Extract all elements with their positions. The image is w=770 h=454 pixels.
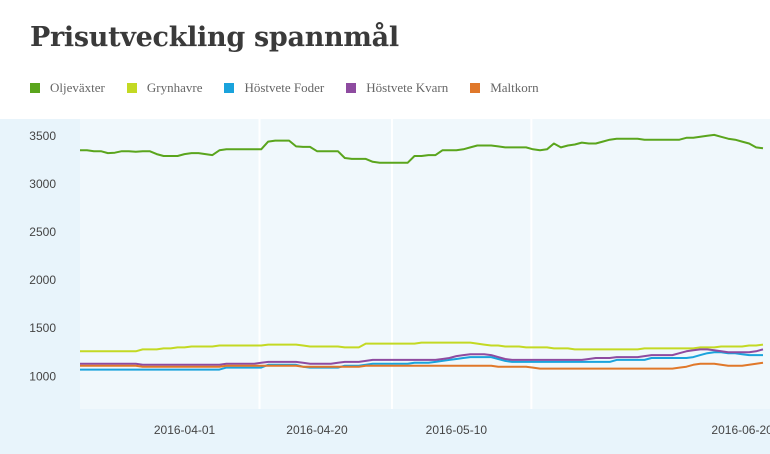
chart-title: Prisutveckling spannmål <box>30 22 399 53</box>
y-tick-label: 3000 <box>29 177 56 191</box>
y-axis-band <box>0 119 80 454</box>
y-tick-label: 1000 <box>29 369 56 383</box>
x-axis-ticks: 2016-04-01 2016-04-20 2016-05-10 2016-06-20 <box>154 423 770 437</box>
legend-label-grynhavre: Grynhavre <box>146 80 203 95</box>
legend-item-grynhavre[interactable]: Grynhavre <box>126 80 203 96</box>
legend-label-hostvete-kvarn: Höstvete Kvarn <box>366 80 449 95</box>
legend-item-hostvete-kvarn[interactable]: Höstvete Kvarn <box>346 80 448 96</box>
x-tick-label: 2016-04-01 <box>154 423 216 437</box>
legend-label-maltkorn: Maltkorn <box>490 80 539 95</box>
y-tick-label: 3500 <box>29 129 56 143</box>
legend-swatch-grynhavre <box>126 83 137 93</box>
y-tick-label: 2500 <box>29 225 56 239</box>
legend-item-hostvete-foder[interactable]: Höstvete Foder <box>224 80 324 96</box>
legend-swatch-hostvete-foder <box>224 83 235 93</box>
x-tick-label: 2016-06-20 <box>711 423 770 437</box>
y-axis-ticks: 1000 1500 2000 2500 3000 3500 <box>29 129 56 383</box>
legend-item-oljevaxter[interactable]: Oljeväxter <box>30 80 105 96</box>
x-tick-label: 2016-05-10 <box>426 423 488 437</box>
legend-swatch-oljevaxter <box>30 83 40 93</box>
legend-label-oljevaxter: Oljeväxter <box>50 80 105 95</box>
y-tick-label: 2000 <box>29 273 56 287</box>
series-line-2[interactable] <box>80 341 764 353</box>
chart-legend: Oljeväxter Grynhavre Höstvete Foder Höst… <box>30 80 561 96</box>
series-line-4[interactable] <box>80 348 764 366</box>
x-axis-band <box>80 409 770 454</box>
series-lines <box>80 133 764 371</box>
series-line-5[interactable] <box>80 361 764 370</box>
legend-swatch-hostvete-kvarn <box>346 83 357 93</box>
x-tick-label: 2016-04-20 <box>286 423 348 437</box>
y-tick-label: 1500 <box>29 321 56 335</box>
legend-swatch-maltkorn <box>470 83 481 93</box>
legend-item-maltkorn[interactable]: Maltkorn <box>470 80 539 96</box>
series-line-3[interactable] <box>80 351 763 371</box>
series-line-1[interactable] <box>80 133 764 164</box>
legend-label-hostvete-foder: Höstvete Foder <box>244 80 325 95</box>
